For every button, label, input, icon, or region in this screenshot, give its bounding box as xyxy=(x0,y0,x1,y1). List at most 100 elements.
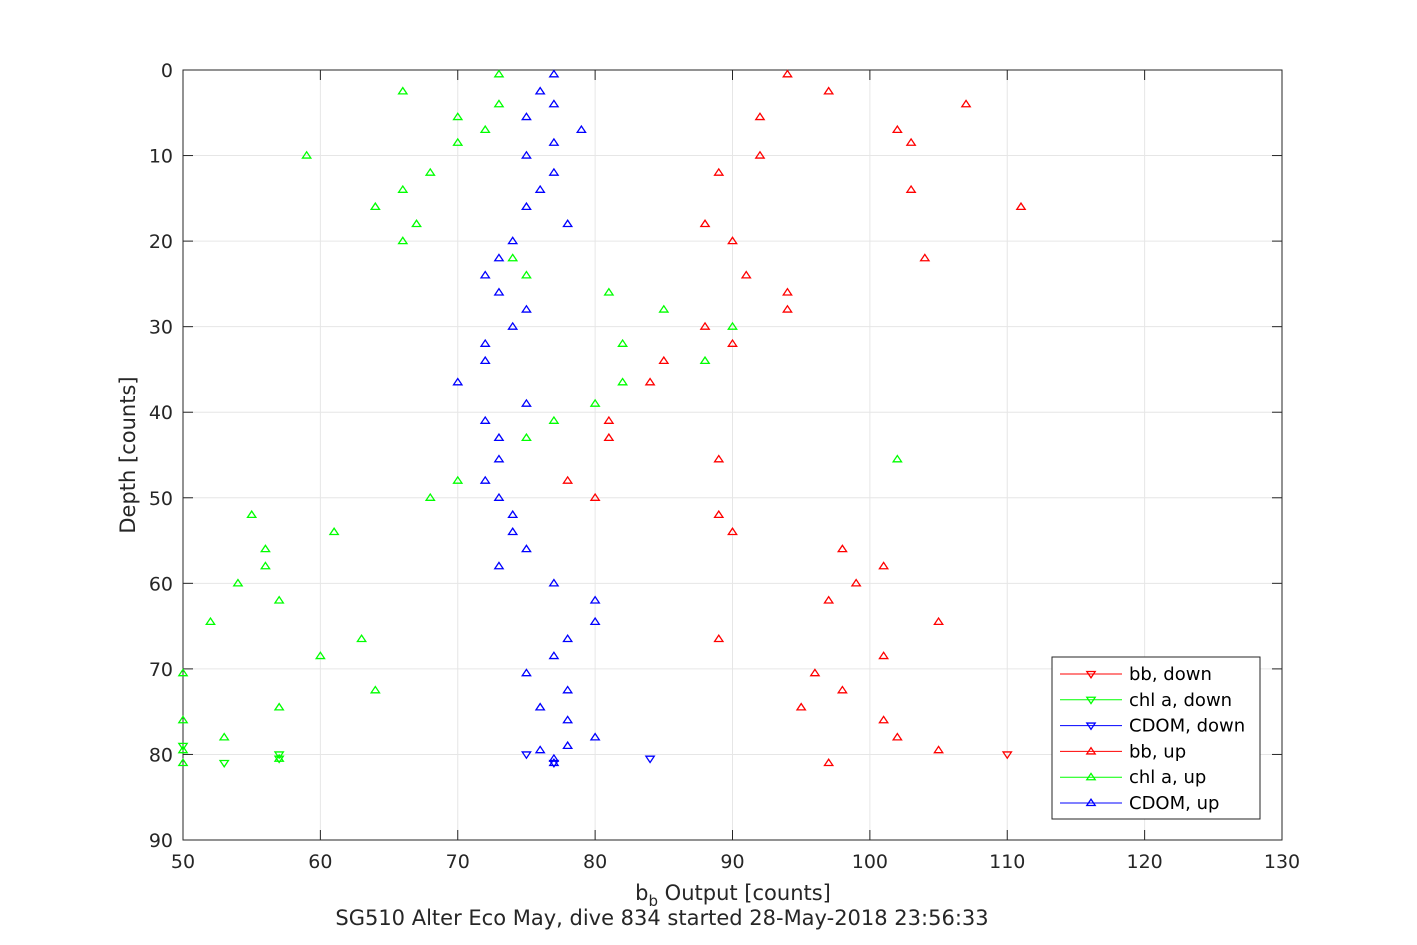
data-point-cdom-up xyxy=(521,398,532,407)
data-point-chl-a-up xyxy=(521,432,532,442)
data-point-chl-a-up xyxy=(177,715,189,724)
data-point-bb-up xyxy=(905,184,917,193)
data-point-bb-up xyxy=(699,321,711,330)
data-point-cdom-up xyxy=(521,544,532,553)
legend-marker xyxy=(1085,696,1097,705)
x-axis-label: bb Output [counts] xyxy=(635,881,831,910)
data-point-chl-a-up xyxy=(424,492,436,501)
data-point-cdom-down xyxy=(521,751,532,760)
data-point-bb-up xyxy=(740,270,752,279)
data-point-bb-up xyxy=(562,475,574,484)
data-point-chl-a-up xyxy=(452,137,464,146)
data-point-bb-up xyxy=(823,758,835,767)
data-point-bb-up xyxy=(603,415,615,424)
data-point-cdom-up xyxy=(589,595,601,604)
data-point-chl-a-up xyxy=(452,112,464,121)
y-axis-label: Depth [counts] xyxy=(116,376,140,533)
data-point-cdom-up xyxy=(507,527,519,536)
data-point-cdom-up xyxy=(548,578,560,587)
data-point-chl-a-up xyxy=(891,454,903,463)
legend-marker xyxy=(1085,746,1097,755)
data-point-chl-a-up xyxy=(479,124,491,134)
data-point-chl-a-up xyxy=(603,287,615,296)
data-point-bb-up xyxy=(713,167,725,176)
x-tick-label: 50 xyxy=(171,851,195,873)
data-point-chl-a-up xyxy=(260,561,271,570)
data-point-chl-a-up xyxy=(273,702,285,711)
data-point-chl-a-up xyxy=(589,398,601,407)
data-point-chl-a-up xyxy=(218,732,230,741)
data-point-bb-up xyxy=(933,616,944,626)
data-point-cdom-up xyxy=(521,304,532,313)
data-point-chl-a-up xyxy=(411,219,422,228)
legend-marker xyxy=(1085,772,1097,781)
data-point-chl-a-up xyxy=(493,69,505,78)
legend-marker xyxy=(1085,722,1097,731)
legend-entry: CDOM, down xyxy=(1060,716,1245,737)
legend-entry: chl a, up xyxy=(1060,767,1206,788)
data-point-cdom-up xyxy=(493,253,505,262)
data-point-cdom-up xyxy=(562,740,574,750)
data-point-chl-a-down xyxy=(273,755,285,764)
data-point-cdom-up xyxy=(479,475,491,484)
data-point-chl-a-up xyxy=(699,355,711,365)
data-point-chl-a-up xyxy=(273,753,285,762)
data-point-chl-a-up xyxy=(177,758,189,767)
y-tick-label: 10 xyxy=(149,146,173,168)
data-point-cdom-up xyxy=(521,112,532,121)
data-point-bb-up xyxy=(878,715,890,724)
data-point-bb-up xyxy=(754,150,766,159)
data-point-cdom-up xyxy=(548,69,560,78)
data-point-chl-a-up xyxy=(246,509,258,519)
data-point-cdom-up xyxy=(479,270,491,279)
data-point-bb-up xyxy=(878,561,890,570)
data-point-cdom-up xyxy=(493,561,505,570)
data-point-cdom-up xyxy=(534,702,546,711)
y-tick-label: 80 xyxy=(149,744,173,766)
data-point-bb-up xyxy=(919,253,931,262)
data-point-bb-up xyxy=(782,69,793,78)
data-point-chl-a-up xyxy=(493,99,505,108)
data-point-chl-a-up xyxy=(328,527,340,536)
legend-entry: bb, up xyxy=(1060,741,1186,762)
y-tick-label: 40 xyxy=(149,402,173,424)
data-point-chl-a-up xyxy=(452,475,464,484)
data-point-bb-up xyxy=(836,685,848,694)
data-point-chl-a-up xyxy=(548,415,560,424)
y-tick-label: 50 xyxy=(149,488,173,510)
x-axis-label-rest: Output [counts] xyxy=(658,881,831,905)
data-point-chl-a-up xyxy=(356,633,368,643)
data-point-chl-a-down xyxy=(177,742,189,751)
data-point-chl-a-up xyxy=(301,150,313,159)
data-point-cdom-up xyxy=(562,685,574,694)
data-point-bb-up xyxy=(960,99,972,108)
data-point-chl-a-up xyxy=(658,304,670,313)
data-point-chl-a-up xyxy=(617,338,629,347)
x-tick-label: 100 xyxy=(852,851,888,873)
data-point-bb-up xyxy=(850,578,862,587)
x-tick-label: 70 xyxy=(446,851,470,873)
data-point-cdom-up xyxy=(589,616,601,626)
data-point-bb-up xyxy=(713,509,725,519)
data-point-bb-up xyxy=(713,454,725,463)
data-point-cdom-up xyxy=(534,86,546,95)
y-tick-label: 20 xyxy=(149,231,173,253)
data-point-bb-up xyxy=(713,633,725,643)
data-point-cdom-up xyxy=(548,167,560,176)
data-point-chl-a-up xyxy=(369,685,381,694)
legend-label: bb, up xyxy=(1129,741,1186,762)
data-point-chl-a-up xyxy=(177,745,189,754)
data-point-bb-up xyxy=(727,527,738,536)
plot-frame xyxy=(182,69,1283,841)
legend-entry: CDOM, up xyxy=(1060,793,1219,814)
y-tick-label: 0 xyxy=(161,60,173,82)
x-tick-label: 60 xyxy=(308,851,332,873)
y-tick-label: 90 xyxy=(149,830,173,852)
legend-box xyxy=(1051,656,1261,820)
x-tick-label: 120 xyxy=(1126,851,1162,873)
legend-label: chl a, up xyxy=(1129,767,1206,788)
data-point-bb-down xyxy=(1001,751,1013,760)
data-point-cdom-up xyxy=(521,150,532,159)
data-point-bb-up xyxy=(727,338,738,347)
